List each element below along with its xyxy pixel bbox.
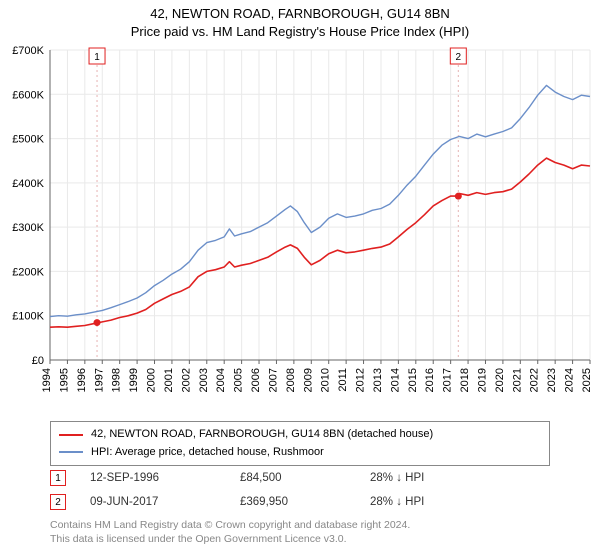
footnote-line-2: This data is licensed under the Open Gov…	[50, 532, 410, 546]
svg-text:1994: 1994	[41, 368, 53, 392]
svg-text:2021: 2021	[511, 368, 523, 392]
svg-text:2012: 2012	[355, 368, 367, 392]
svg-text:2006: 2006	[250, 368, 262, 392]
svg-text:£600K: £600K	[12, 89, 44, 101]
chart-title-address: 42, NEWTON ROAD, FARNBOROUGH, GU14 8BN	[0, 6, 600, 21]
marker-date-1: 12-SEP-1996	[90, 472, 240, 484]
svg-text:2008: 2008	[285, 368, 297, 392]
marker-table: 1 12-SEP-1996 £84,500 28% ↓ HPI 2 09-JUN…	[50, 466, 490, 514]
legend-swatch-hpi	[59, 451, 83, 453]
svg-text:1995: 1995	[58, 368, 70, 392]
svg-text:£100K: £100K	[12, 311, 44, 323]
marker-row-2: 2 09-JUN-2017 £369,950 28% ↓ HPI	[50, 490, 490, 514]
data-attribution-footnote: Contains HM Land Registry data © Crown c…	[50, 518, 410, 546]
svg-text:2015: 2015	[407, 368, 419, 392]
svg-text:£300K: £300K	[12, 222, 44, 234]
svg-text:2: 2	[456, 52, 462, 63]
svg-text:2019: 2019	[476, 368, 488, 392]
svg-text:2018: 2018	[459, 368, 471, 392]
svg-text:2007: 2007	[267, 368, 279, 392]
chart-legend: 42, NEWTON ROAD, FARNBOROUGH, GU14 8BN (…	[50, 421, 550, 466]
marker-hpi-2: 28% ↓ HPI	[370, 496, 490, 508]
marker-price-2: £369,950	[240, 496, 370, 508]
svg-text:2005: 2005	[233, 368, 245, 392]
marker-hpi-1: 28% ↓ HPI	[370, 472, 490, 484]
svg-text:£700K: £700K	[12, 45, 44, 57]
svg-text:2004: 2004	[215, 368, 227, 392]
svg-text:2003: 2003	[198, 368, 210, 392]
svg-text:2000: 2000	[146, 368, 158, 392]
svg-text:2023: 2023	[546, 368, 558, 392]
svg-text:2017: 2017	[442, 368, 454, 392]
svg-text:1998: 1998	[111, 368, 123, 392]
chart-title-subtitle: Price paid vs. HM Land Registry's House …	[0, 24, 600, 39]
legend-swatch-property	[59, 434, 83, 436]
svg-text:2016: 2016	[424, 368, 436, 392]
svg-text:1996: 1996	[76, 368, 88, 392]
svg-text:1999: 1999	[128, 368, 140, 392]
svg-text:1: 1	[94, 52, 100, 63]
footnote-line-1: Contains HM Land Registry data © Crown c…	[50, 518, 410, 532]
marker-date-2: 09-JUN-2017	[90, 496, 240, 508]
svg-text:2001: 2001	[163, 368, 175, 392]
marker-box-2: 2	[50, 494, 66, 510]
svg-text:£0: £0	[32, 355, 44, 367]
svg-text:2010: 2010	[320, 368, 332, 392]
marker-box-1: 1	[50, 470, 66, 486]
price-index-chart: £0 £100K £200K £300K £400K £500K £600K £700K 199…	[0, 44, 600, 414]
svg-text:2025: 2025	[581, 368, 593, 392]
legend-label-hpi: HPI: Average price, detached house, Rush…	[91, 444, 324, 462]
svg-text:2009: 2009	[302, 368, 314, 392]
legend-item-property: 42, NEWTON ROAD, FARNBOROUGH, GU14 8BN (…	[59, 426, 541, 444]
svg-text:£400K: £400K	[12, 178, 44, 190]
svg-text:2024: 2024	[564, 368, 576, 392]
svg-text:2011: 2011	[337, 368, 349, 392]
legend-item-hpi: HPI: Average price, detached house, Rush…	[59, 444, 541, 462]
svg-text:2014: 2014	[389, 368, 401, 392]
svg-text:£200K: £200K	[12, 266, 44, 278]
svg-text:£500K: £500K	[12, 134, 44, 146]
svg-text:1997: 1997	[93, 368, 105, 392]
marker-price-1: £84,500	[240, 472, 370, 484]
legend-label-property: 42, NEWTON ROAD, FARNBOROUGH, GU14 8BN (…	[91, 426, 433, 444]
svg-text:2022: 2022	[529, 368, 541, 392]
svg-text:2013: 2013	[372, 368, 384, 392]
marker-row-1: 1 12-SEP-1996 £84,500 28% ↓ HPI	[50, 466, 490, 490]
svg-text:2020: 2020	[494, 368, 506, 392]
svg-text:2002: 2002	[180, 368, 192, 392]
